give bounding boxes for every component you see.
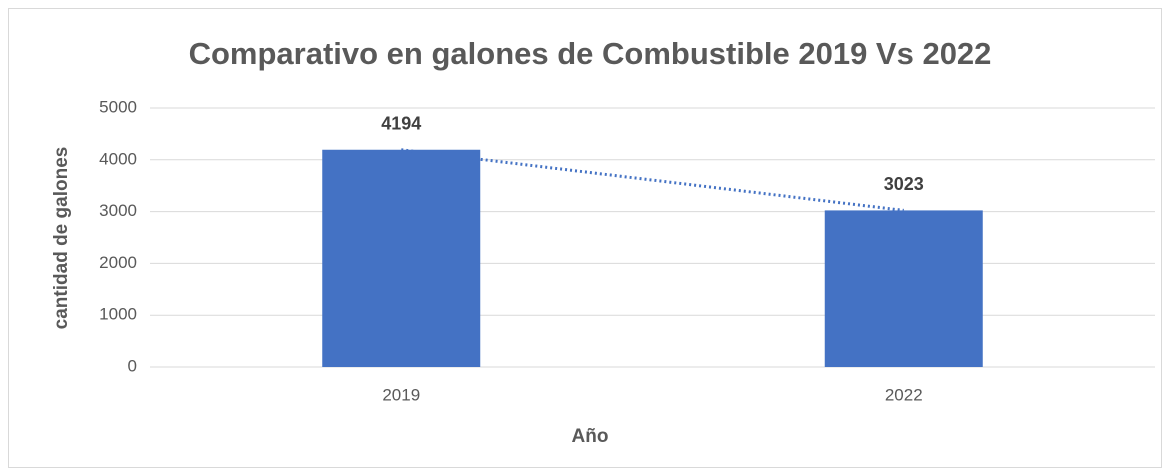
bar bbox=[824, 210, 983, 367]
y-tick-label: 3000 bbox=[99, 201, 137, 220]
data-label: 4194 bbox=[381, 114, 421, 134]
trendline bbox=[401, 148, 904, 212]
y-axis-title: cantidad de galones bbox=[51, 147, 72, 330]
bar bbox=[322, 149, 481, 367]
chart-title: Comparativo en galones de Combustible 20… bbox=[189, 36, 992, 71]
data-label: 3023 bbox=[884, 174, 924, 194]
y-tick-label: 2000 bbox=[99, 253, 137, 272]
x-axis-title: Año bbox=[572, 426, 609, 447]
y-tick-label: 4000 bbox=[99, 149, 137, 168]
chart-border bbox=[8, 8, 1162, 468]
x-tick-label: 2022 bbox=[885, 385, 923, 404]
x-tick-label: 2019 bbox=[382, 385, 420, 404]
y-tick-label: 5000 bbox=[99, 97, 137, 116]
y-tick-label: 0 bbox=[128, 356, 137, 375]
y-tick-label: 1000 bbox=[99, 305, 137, 324]
